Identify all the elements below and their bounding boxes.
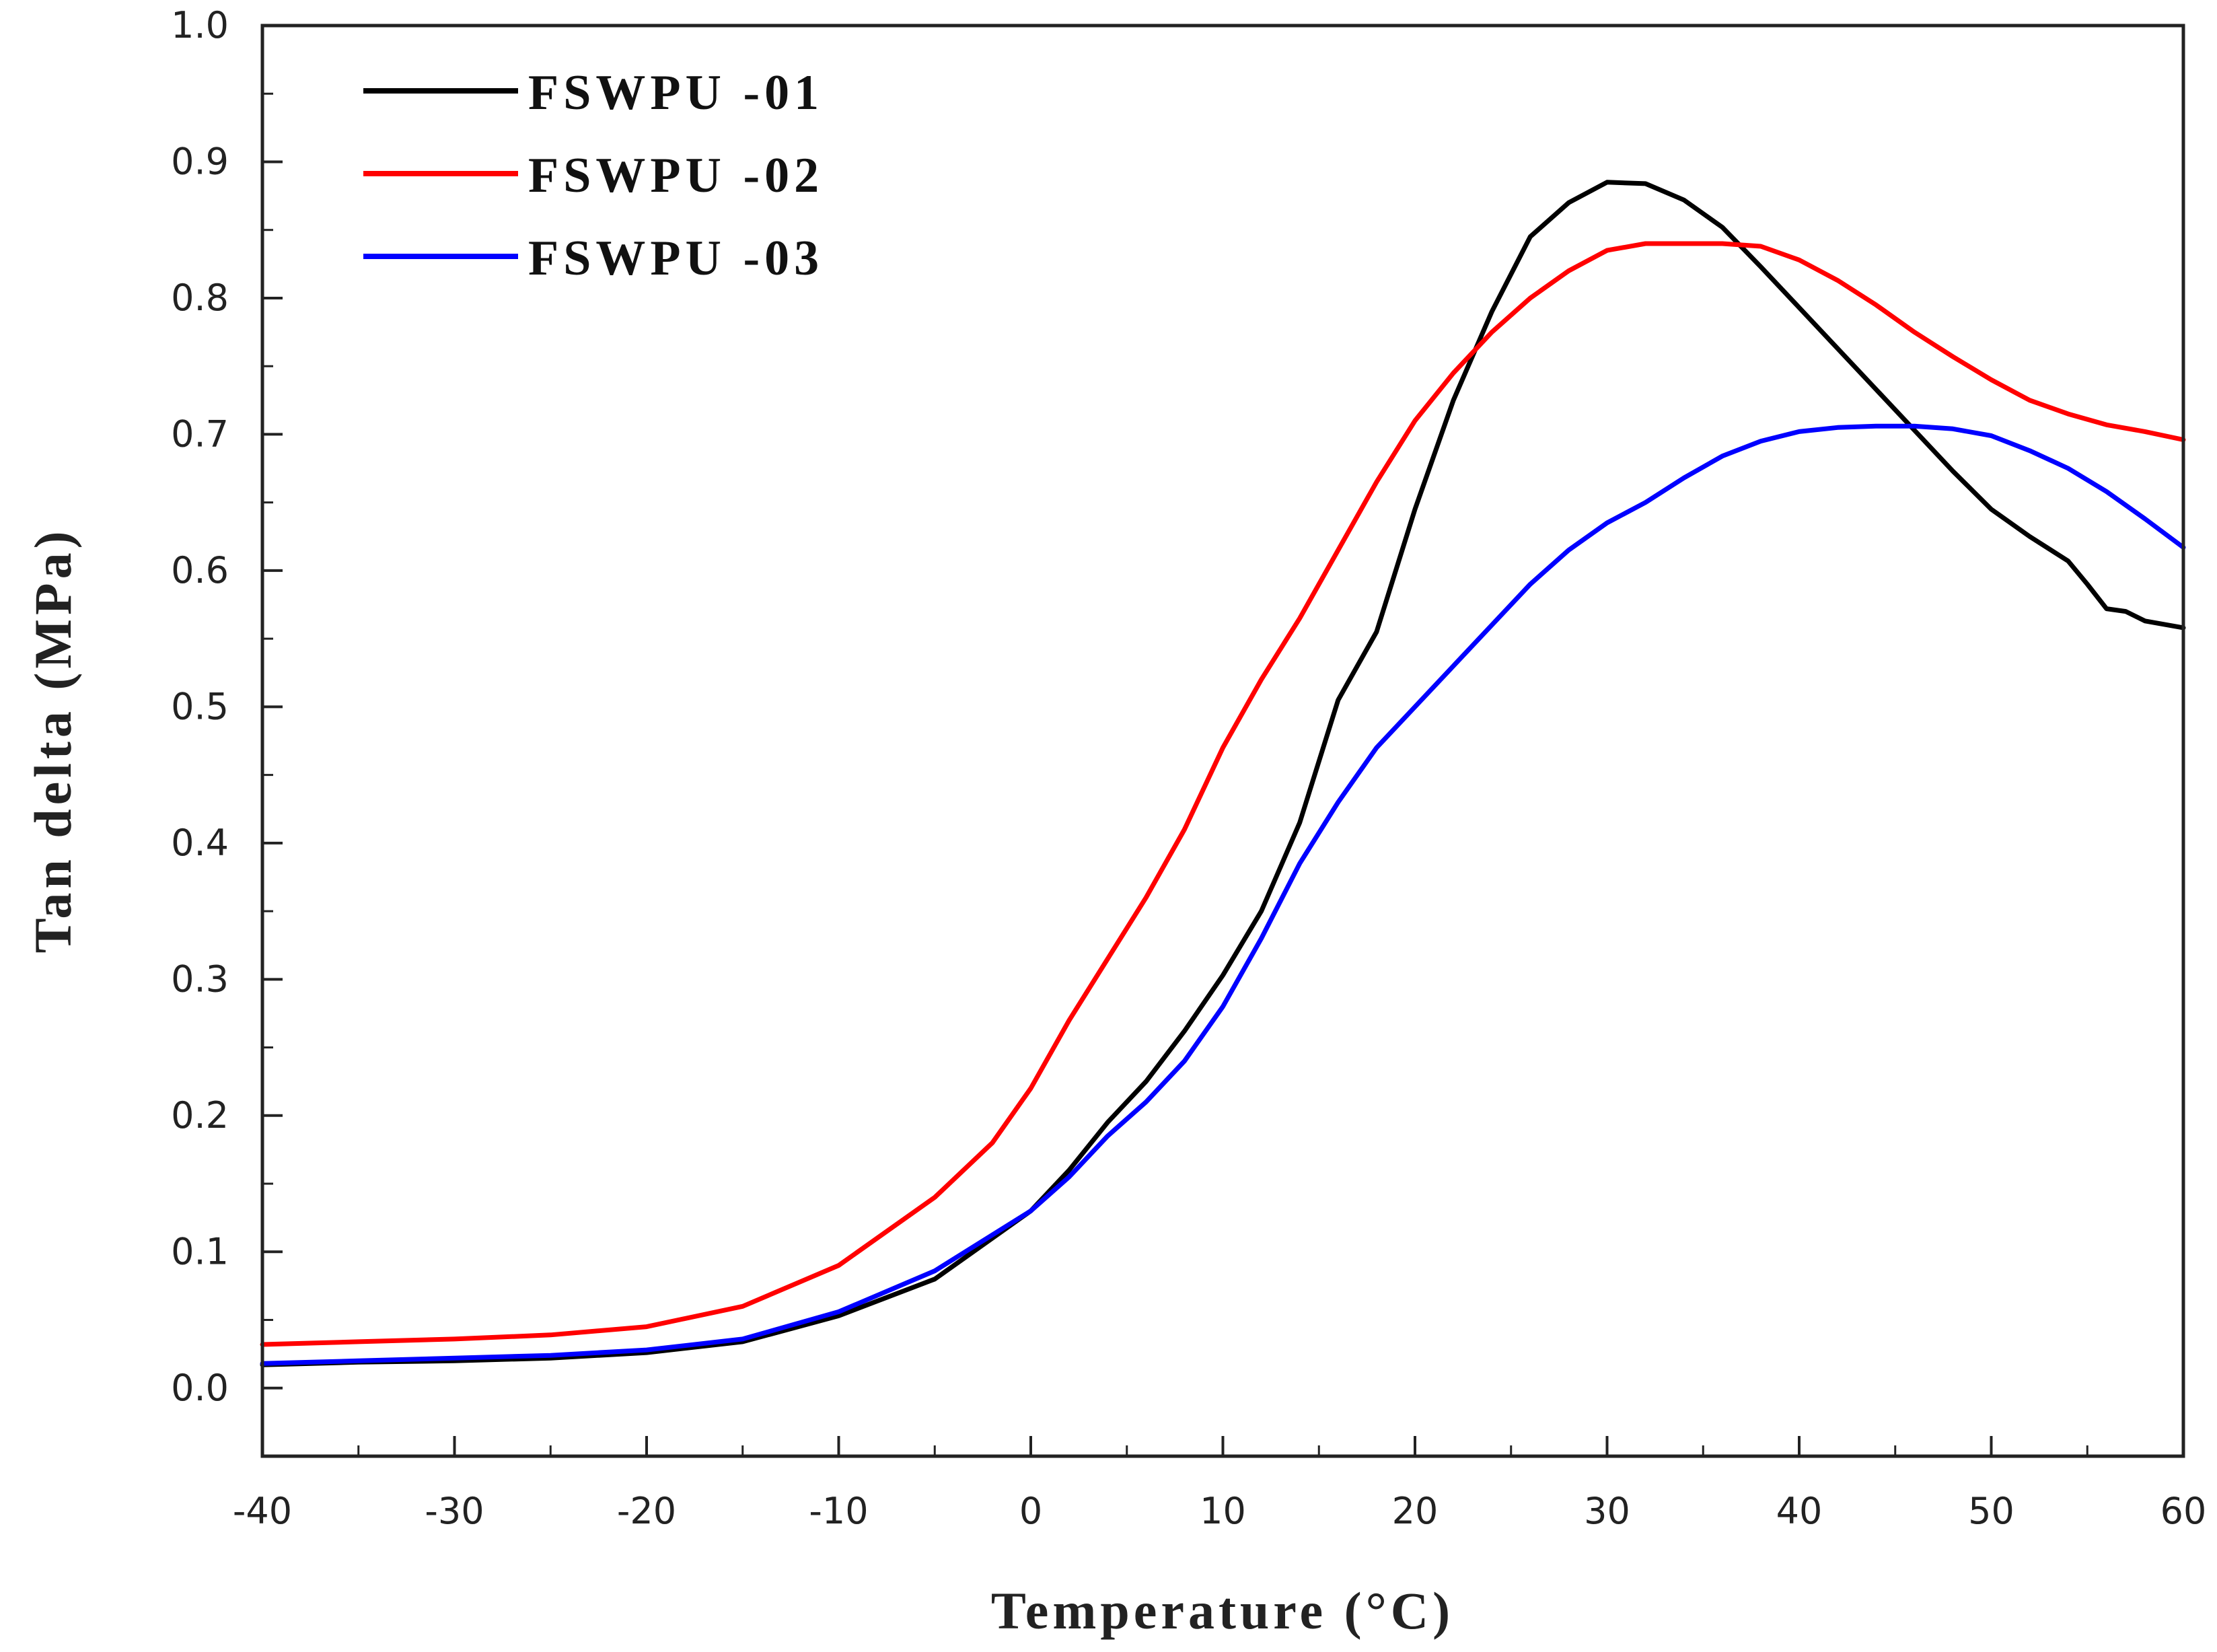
x-tick-label: 20 (1392, 1490, 1439, 1532)
y-axis-title: Tan delta (MPa) (24, 527, 82, 953)
y-tick-label: 0.1 (171, 1230, 229, 1272)
series-layer (260, 180, 2186, 1367)
x-tick-label: 40 (1776, 1490, 1823, 1532)
x-tick-label: 50 (1968, 1490, 2014, 1532)
series-line-1 (260, 180, 2186, 1367)
legend-label-1: FSWPU -01 (528, 65, 824, 120)
y-tick-label: 1.0 (171, 4, 229, 46)
legend-label-2: FSWPU -02 (528, 148, 824, 203)
legend-label-3: FSWPU -03 (528, 231, 824, 286)
x-tick-label: -40 (233, 1490, 292, 1532)
x-axis-title: Temperature (°C) (991, 1581, 1454, 1640)
x-tick-label: 0 (1019, 1490, 1042, 1532)
y-tick-label: 0.9 (171, 140, 229, 182)
y-tick-label: 0.3 (171, 958, 229, 1000)
ticks-layer: -40 -30 -20 -10 0 10 20 30 40 50 60 0.0 0.1 0.2 0.3 0.4… (171, 4, 2206, 1532)
y-tick-label: 0.5 (171, 685, 229, 727)
x-tick-label: -30 (425, 1490, 484, 1532)
x-tick-label: 30 (1584, 1490, 1630, 1532)
y-tick-label: 0.2 (171, 1094, 229, 1137)
x-tick-label: -10 (809, 1490, 868, 1532)
series-line-2 (260, 241, 2186, 1347)
x-tick-label: 10 (1200, 1490, 1246, 1532)
y-tick-label: 0.4 (171, 822, 229, 864)
y-tick-label: 0.7 (171, 412, 229, 455)
y-tick-label: 0.6 (171, 549, 229, 591)
y-tick-label: 0.8 (171, 277, 229, 319)
legend: FSWPU -01 FSWPU -02 FSWPU -03 (363, 65, 824, 286)
y-tick-label: 0.0 (171, 1367, 229, 1409)
series-line-3 (260, 423, 2186, 1366)
x-tick-label: 60 (2160, 1490, 2207, 1532)
x-tick-label: -20 (617, 1490, 676, 1532)
